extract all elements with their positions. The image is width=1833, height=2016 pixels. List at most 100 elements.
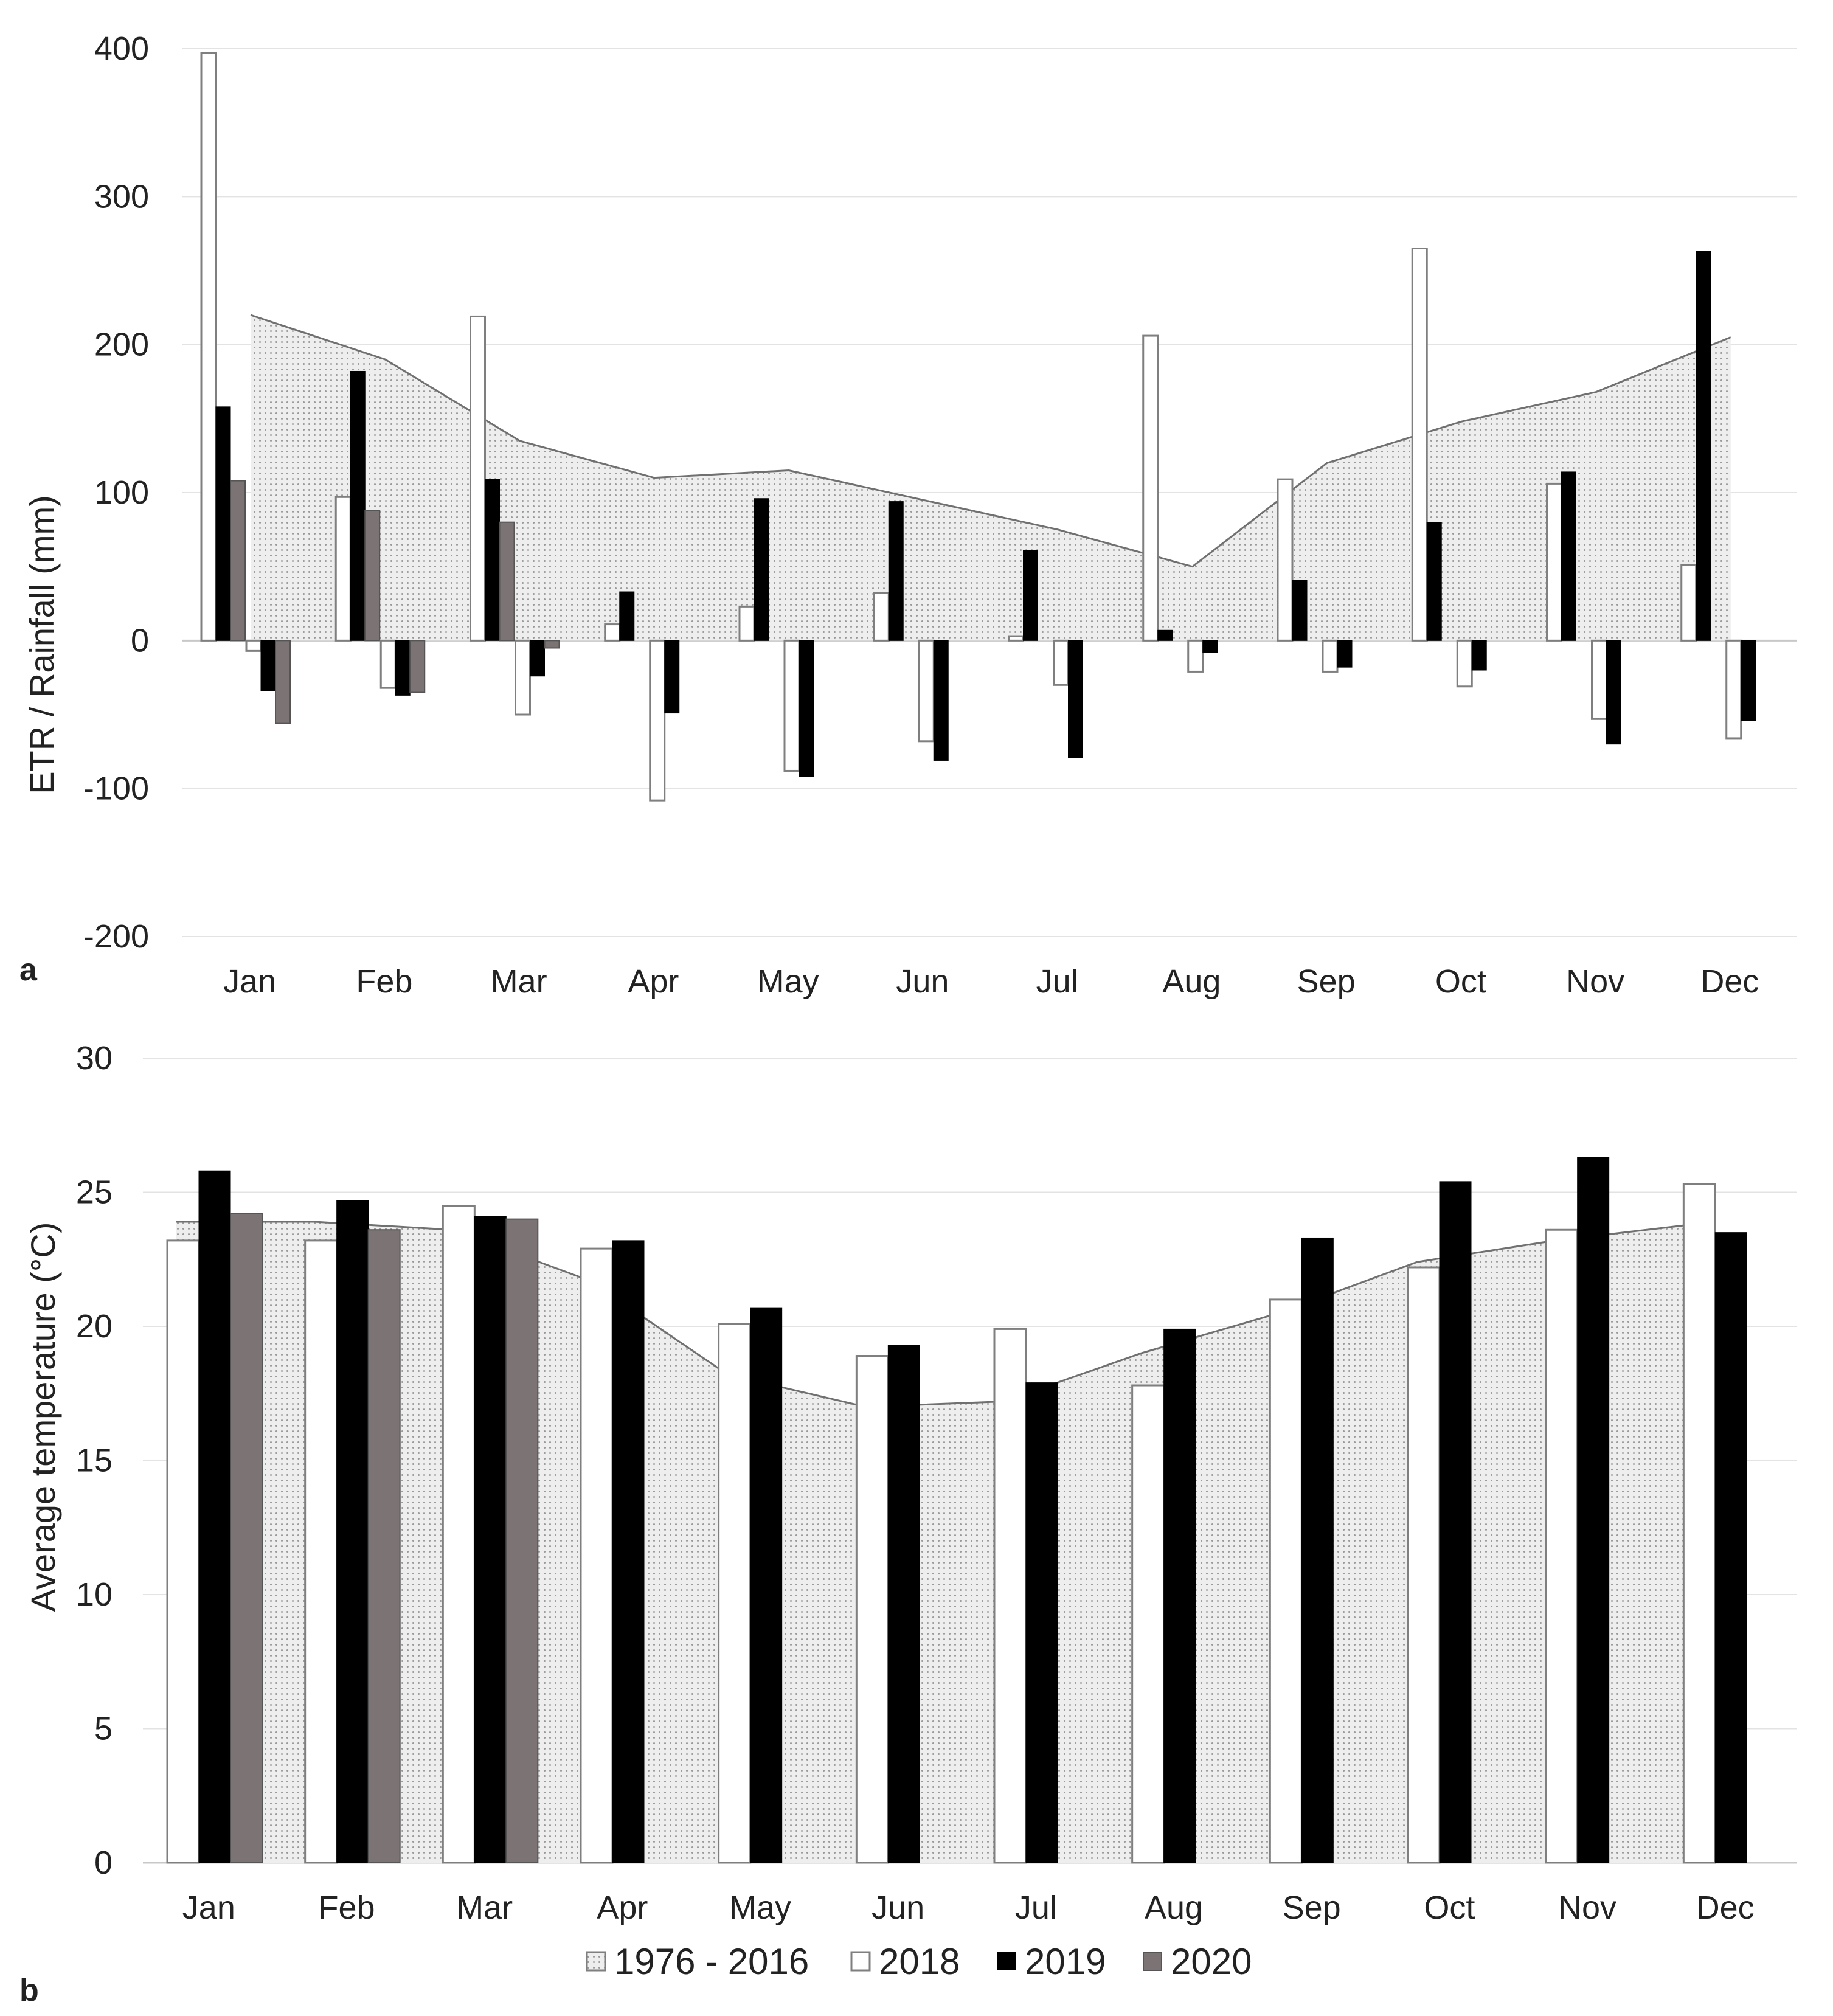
x-tick-mar: Mar	[456, 1890, 513, 1926]
bar-rainfall-2019-feb	[350, 370, 366, 641]
bar-rainfall-2018-dec	[1680, 564, 1697, 642]
panel-b-temperature: 0 5 10 15 20 25 30 Jan Feb Mar Apr May Jun Jul Aug Sep…	[19, 1040, 1797, 2008]
bar-temp-2019-sep	[1301, 1237, 1334, 1863]
bar-temp-2020-mar	[505, 1218, 539, 1863]
y-tick-30: 30	[76, 1040, 113, 1076]
bar-rainfall-2018-jul	[1008, 635, 1024, 642]
bar-rainfall-2020-feb	[364, 510, 381, 642]
bar-rainfall-2019-jul	[1023, 550, 1038, 641]
panel-a-y-tick-labels: -200 -100 0 100 200 300 400	[83, 30, 149, 955]
bar-temp-2018-aug	[1131, 1384, 1165, 1864]
bar-balance-2019-aug	[1202, 640, 1218, 653]
bar-balance-2018-apr	[649, 639, 666, 802]
bar-rainfall-2019-dec	[1696, 251, 1711, 641]
x-tick-aug: Aug	[1162, 963, 1221, 1000]
bar-rainfall-2019-jun	[888, 501, 904, 641]
legend: 1976 - 2016 2018 2019 2020	[586, 1941, 1252, 1982]
bar-rainfall-2018-sep	[1277, 478, 1294, 642]
x-tick-may: May	[729, 1890, 791, 1926]
panel-b-y-tick-labels: 0 5 10 15 20 25 30	[76, 1040, 113, 1881]
panel-b-x-tick-labels: Jan Feb Mar Apr May Jun Jul Aug Sep Oct Nov Dec	[182, 1890, 1755, 1926]
bar-temp-2019-jun	[887, 1345, 920, 1863]
bar-temp-2019-oct	[1439, 1181, 1472, 1863]
x-tick-nov: Nov	[1558, 1890, 1616, 1926]
y-tick-20: 20	[76, 1308, 113, 1345]
x-tick-oct: Oct	[1424, 1890, 1475, 1926]
bar-temp-2020-feb	[367, 1229, 401, 1863]
bar-temp-2018-mar	[442, 1205, 476, 1864]
bar-rainfall-2019-may	[754, 498, 769, 641]
bar-temp-2018-may	[718, 1323, 752, 1864]
x-tick-sep: Sep	[1297, 963, 1356, 1000]
x-tick-jul: Jul	[1036, 963, 1078, 1000]
bar-balance-2019-jan	[260, 640, 276, 691]
bar-balance-2020-feb	[409, 640, 426, 693]
bar-balance-2019-sep	[1337, 640, 1353, 668]
y-tick-200: 200	[94, 327, 149, 363]
bar-temp-2020-jan	[230, 1213, 263, 1863]
panel-a-x-tick-labels: Jan Feb Mar Apr May Jun Jul Aug Sep Oct Nov Dec	[223, 963, 1759, 1000]
legend-swatch-1976-2016	[586, 1951, 606, 1972]
bar-rainfall-2020-jan	[230, 480, 246, 642]
bar-balance-2019-nov	[1606, 640, 1621, 745]
bar-balance-2019-may	[799, 640, 814, 777]
bar-balance-2019-jul	[1068, 640, 1083, 758]
legend-swatch-2020	[1143, 1952, 1162, 1971]
y-tick-100: -100	[83, 771, 149, 807]
bar-temp-2018-oct	[1407, 1266, 1441, 1864]
bar-balance-2019-mar	[530, 640, 545, 677]
bar-balance-2018-mar	[515, 639, 531, 716]
bar-rainfall-2019-oct	[1426, 522, 1442, 641]
bar-rainfall-2019-mar	[485, 479, 500, 641]
bar-temp-2019-dec	[1714, 1232, 1747, 1863]
bar-rainfall-2019-apr	[619, 591, 635, 641]
panel-a-area-1976-2016	[250, 314, 1731, 641]
panel-b-bars	[166, 1157, 1747, 1864]
bar-balance-2018-may	[783, 639, 800, 772]
x-tick-mar: Mar	[491, 963, 547, 1000]
legend-label-1976-2016: 1976 - 2016	[614, 1941, 809, 1982]
bar-rainfall-2019-aug	[1157, 629, 1173, 641]
bar-balance-2019-jun	[933, 640, 949, 761]
panel-b-letter: b	[19, 1973, 39, 2008]
legend-label-2020: 2020	[1171, 1941, 1252, 1982]
y-tick-25: 25	[76, 1174, 113, 1211]
x-tick-sep: Sep	[1283, 1890, 1341, 1926]
bar-rainfall-2018-apr	[604, 623, 621, 642]
bar-rainfall-2018-aug	[1142, 334, 1159, 642]
bar-balance-2019-oct	[1471, 640, 1487, 671]
legend-swatch-2019	[997, 1952, 1016, 1970]
bar-temp-2019-mar	[474, 1216, 507, 1863]
bar-temp-2019-may	[750, 1307, 783, 1863]
bar-rainfall-2018-oct	[1411, 248, 1428, 642]
panel-a-letter: a	[19, 952, 38, 988]
y-tick-5: 5	[94, 1711, 113, 1747]
bar-temp-2019-feb	[336, 1200, 369, 1863]
bar-rainfall-2019-jan	[215, 406, 231, 641]
bar-temp-2018-apr	[580, 1247, 614, 1864]
legend-swatch-2018	[850, 1951, 871, 1972]
y-tick-100: 100	[94, 474, 149, 511]
bar-balance-2018-jun	[918, 639, 935, 743]
bar-temp-2018-jan	[166, 1239, 200, 1864]
bar-rainfall-2018-mar	[470, 315, 486, 642]
bar-rainfall-2020-mar	[499, 521, 515, 642]
bar-rainfall-2018-nov	[1546, 482, 1562, 642]
bar-temp-2019-jan	[198, 1170, 231, 1863]
bar-rainfall-2019-nov	[1561, 471, 1576, 641]
x-tick-aug: Aug	[1145, 1890, 1203, 1926]
legend-label-2019: 2019	[1025, 1941, 1106, 1982]
y-tick-400: 400	[94, 30, 149, 67]
bar-balance-2018-dec	[1725, 639, 1742, 740]
y-tick-300: 300	[94, 178, 149, 215]
panel-a-bars	[200, 52, 1756, 802]
bar-temp-2019-apr	[612, 1240, 645, 1863]
x-tick-apr: Apr	[597, 1890, 648, 1926]
bar-balance-2018-jul	[1053, 639, 1069, 686]
y-tick-0: 0	[94, 1845, 113, 1881]
x-tick-nov: Nov	[1566, 963, 1624, 1000]
x-tick-apr: Apr	[628, 963, 679, 1000]
y-tick-0: 0	[131, 622, 149, 659]
area-fill-1976-2016	[251, 315, 1731, 641]
